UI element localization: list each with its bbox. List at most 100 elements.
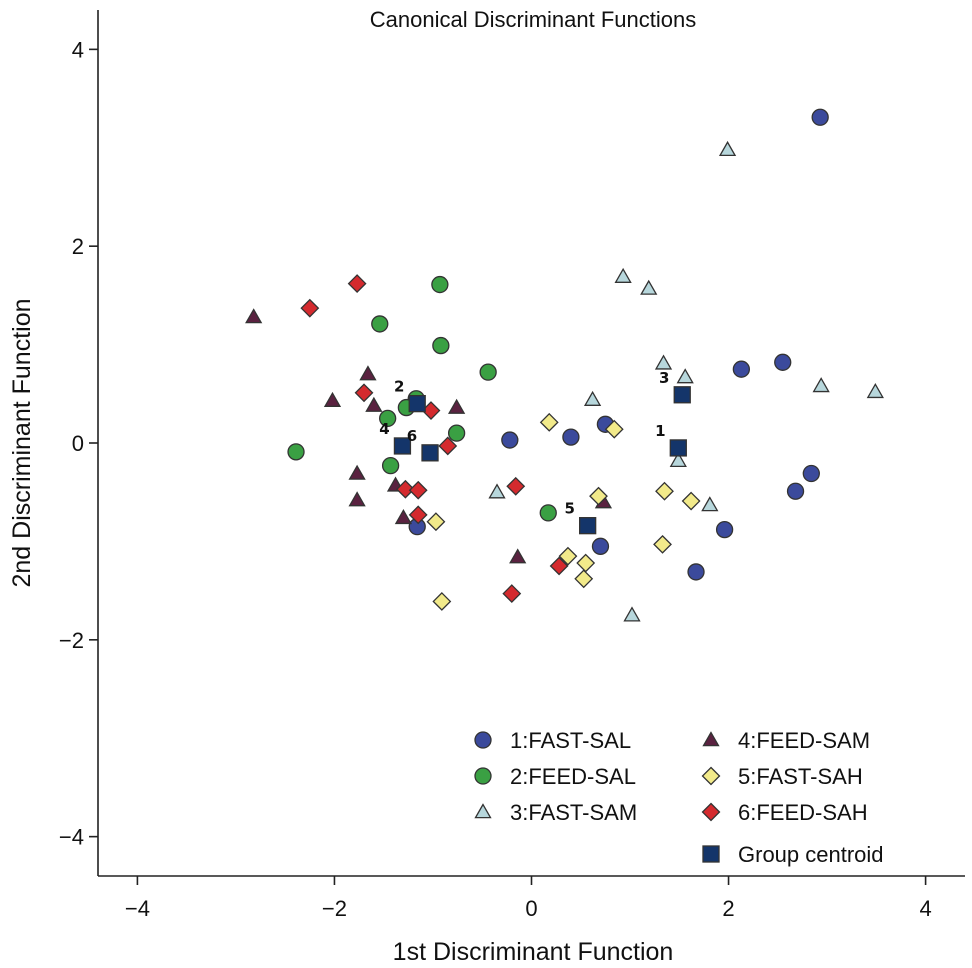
centroid-label: 6: [407, 427, 417, 445]
point-series-6: [408, 505, 428, 525]
point-series-3: [669, 451, 687, 467]
point-series-4: [365, 396, 383, 412]
point-series-5: [589, 486, 608, 506]
legend-label: 2:FEED-SAL: [510, 764, 636, 789]
x-tick-label: −2: [322, 896, 347, 921]
x-tick-label: 2: [722, 896, 734, 921]
centroid-marker: [408, 394, 426, 413]
point-series-5: [681, 491, 701, 511]
point-series-3: [676, 368, 694, 384]
centroid-marker: [673, 386, 691, 404]
point-series-6: [506, 476, 526, 496]
point-series-2: [379, 409, 397, 428]
legend-label: 1:FAST-SAL: [510, 728, 631, 753]
legend-marker: [701, 766, 721, 786]
point-series-6: [408, 480, 428, 500]
point-series-4: [348, 464, 366, 480]
y-tick-label: 0: [72, 431, 84, 456]
y-tick-label: 4: [72, 37, 84, 62]
point-series-6: [347, 274, 367, 293]
point-series-1: [687, 563, 705, 581]
legend-label: Group centroid: [738, 842, 884, 867]
centroid-label: 2: [394, 378, 404, 396]
legend-label: 3:FAST-SAM: [510, 800, 637, 825]
point-series-2: [431, 275, 449, 294]
point-series-6: [354, 383, 374, 403]
centroid-marker: [579, 517, 597, 535]
point-series-6: [502, 584, 522, 603]
point-series-2: [479, 363, 497, 381]
point-series-3: [718, 140, 737, 157]
centroid-label: 3: [659, 369, 669, 387]
legend-marker: [474, 731, 492, 749]
point-series-2: [539, 504, 557, 522]
centroid-label: 5: [564, 500, 574, 518]
point-series-1: [501, 431, 519, 449]
point-series-6: [395, 479, 415, 499]
centroid-label: 1: [655, 422, 665, 440]
point-series-2: [381, 456, 400, 475]
point-series-1: [786, 482, 805, 500]
centroid-label: 4: [379, 420, 389, 438]
legend-marker: [702, 731, 720, 747]
point-series-1: [562, 428, 580, 446]
group-centroids: 1 2 3 4 5 6: [379, 369, 691, 535]
point-series-1: [715, 520, 734, 539]
point-series-1: [774, 353, 792, 371]
legend-label: 6:FEED-SAH: [738, 800, 868, 825]
point-series-5: [432, 592, 452, 611]
legend-marker: [701, 802, 721, 822]
y-tick-label: −4: [59, 825, 84, 850]
y-axis-title: 2nd Discriminant Function: [8, 298, 36, 587]
point-series-4: [509, 548, 527, 564]
point-series-1: [732, 360, 751, 378]
point-series-5: [576, 553, 596, 573]
chart-title: Canonical Discriminant Functions: [370, 7, 696, 32]
y-tick-label: 2: [72, 234, 84, 259]
point-series-3: [640, 279, 658, 295]
point-series-4: [348, 491, 366, 507]
point-series-3: [488, 483, 506, 499]
centroid-marker: [421, 444, 439, 462]
point-series-1: [591, 537, 610, 555]
point-series-4: [448, 398, 466, 414]
point-series-3: [583, 390, 602, 406]
point-series-4: [359, 365, 377, 381]
x-tick-label: 4: [919, 896, 931, 921]
point-series-4: [394, 508, 413, 525]
point-series-2: [432, 336, 450, 355]
legend-marker: [702, 845, 720, 863]
point-series-5: [539, 412, 559, 432]
point-series-2: [447, 424, 466, 442]
legend: 1:FAST-SAL 2:FEED-SAL 3:FAST-SAM 4:FEED-SAM…: [474, 728, 884, 867]
point-series-5: [604, 419, 624, 439]
point-series-3: [623, 606, 641, 622]
legend-marker: [474, 803, 492, 819]
point-series-3: [866, 383, 884, 399]
point-series-1: [811, 108, 829, 126]
data-points: [245, 108, 884, 622]
centroid-marker: [669, 439, 687, 457]
axes: −4 −2 0 2 4 −4 −2 0 2 4: [59, 10, 965, 921]
y-tick-label: −2: [59, 628, 84, 653]
point-series-6: [438, 436, 458, 456]
point-series-5: [426, 512, 446, 532]
point-series-2: [287, 443, 305, 461]
point-series-1: [802, 464, 820, 483]
legend-label: 5:FAST-SAH: [738, 764, 863, 789]
point-series-5: [655, 481, 674, 501]
point-series-3: [812, 377, 830, 393]
x-axis-title: 1st Discriminant Function: [393, 938, 674, 966]
x-tick-label: 0: [525, 896, 537, 921]
point-series-3: [614, 267, 632, 283]
centroid-marker: [393, 437, 412, 455]
legend-marker: [474, 767, 492, 785]
point-series-5: [574, 569, 594, 589]
point-series-5: [653, 534, 672, 554]
legend-label: 4:FEED-SAM: [738, 728, 870, 753]
point-series-4: [245, 308, 263, 324]
point-series-3: [654, 354, 673, 370]
point-series-5: [558, 546, 578, 566]
point-series-6: [300, 298, 320, 318]
